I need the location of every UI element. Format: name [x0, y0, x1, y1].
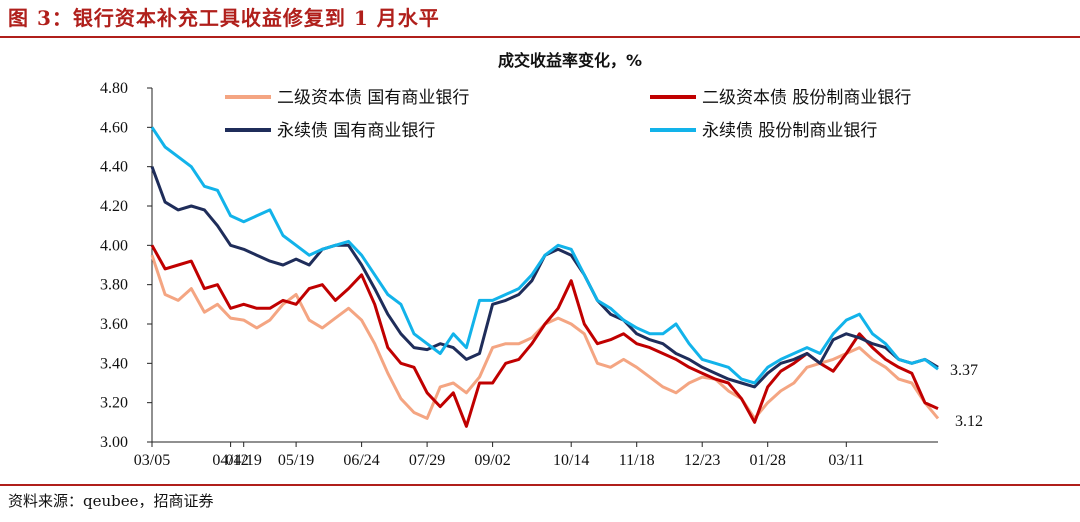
legend-label-1: 二级资本债 国有商业银行	[277, 88, 469, 108]
y-tick-label: 4.40	[100, 159, 128, 176]
y-tick-label: 4.80	[100, 80, 128, 97]
source-note: 资料来源：qeubee，招商证券	[8, 492, 214, 510]
x-tick-label: 04/12	[212, 452, 248, 469]
x-tick-label: 10/14	[553, 452, 589, 469]
x-tick-label: 03/11	[828, 452, 864, 469]
legend-label-3: 永续债 国有商业银行	[277, 121, 435, 141]
y-tick-label: 3.20	[100, 395, 128, 412]
y-tick-label: 3.80	[100, 277, 128, 294]
legend-label-2: 二级资本债 股份制商业银行	[702, 88, 911, 108]
x-tick-label: 01/28	[749, 452, 785, 469]
y-tick-label: 4.60	[100, 119, 128, 136]
end-value-label: 3.12	[955, 413, 983, 430]
y-tick-label: 3.40	[100, 355, 128, 372]
end-value-label: 3.37	[950, 362, 978, 379]
figure-title: 图 3：银行资本补充工具收益修复到 1 月水平	[8, 6, 440, 30]
end-labels: 3.37 3.12	[950, 362, 983, 430]
x-tick-label: 05/19	[278, 452, 314, 469]
y-tick-label: 4.00	[100, 237, 128, 254]
chart-title: 成交收益率变化，%	[498, 51, 642, 70]
series-line-2	[150, 244, 939, 428]
y-tick-label: 3.60	[100, 316, 128, 333]
x-tick-label: 12/23	[684, 452, 720, 469]
x-tick-label: 09/02	[474, 452, 510, 469]
legend-label-4: 永续债 股份制商业银行	[702, 121, 877, 141]
x-tick-label: 03/05	[134, 452, 170, 469]
title-rule	[0, 36, 1080, 38]
series-line-4	[150, 126, 939, 385]
y-tick-label: 3.00	[100, 434, 128, 451]
series-lines	[150, 126, 940, 428]
x-tick-label: 04/19	[225, 452, 261, 469]
x-tick-label: 06/24	[343, 452, 379, 469]
axes: 3.00 3.20 3.40 3.60 3.80 4.00 4.20 4.40 4.60 4.80…	[100, 80, 938, 469]
x-tick-label: 07/29	[409, 452, 445, 469]
y-tick-label: 4.20	[100, 198, 128, 215]
source-rule	[0, 484, 1080, 486]
x-tick-label: 11/18	[619, 452, 655, 469]
series-line-1	[150, 254, 940, 420]
